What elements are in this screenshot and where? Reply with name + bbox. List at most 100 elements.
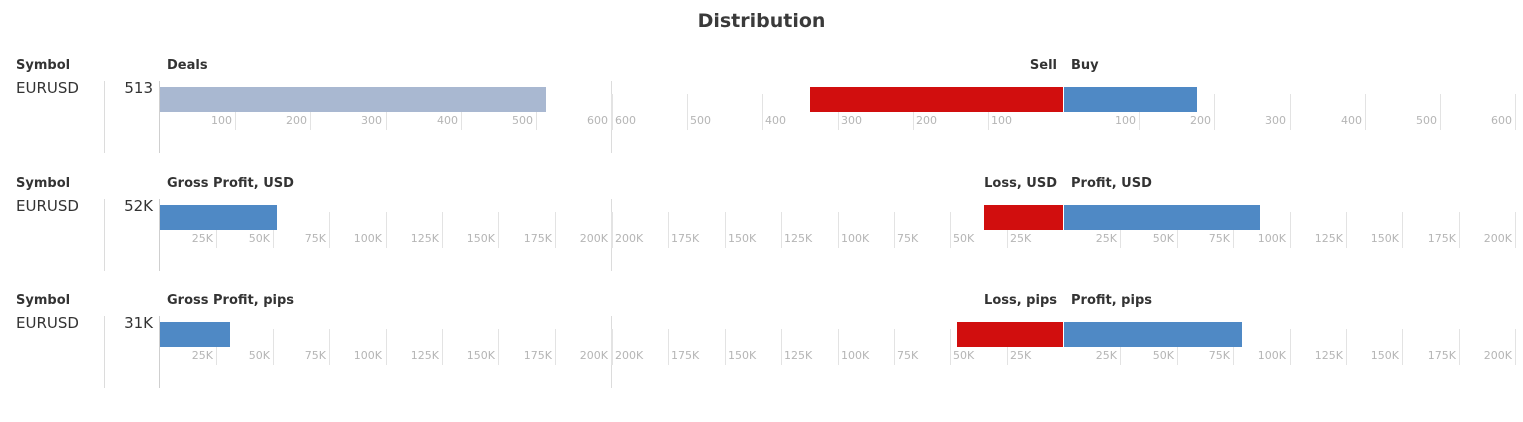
total-axis-tick-label: 600: [587, 114, 608, 127]
total-axis-tick-label: 200K: [579, 232, 608, 245]
left-axis-tick-label: 200K: [615, 232, 644, 245]
total-axis-tick-label: 200: [286, 114, 307, 127]
left-axis-tick: [838, 212, 839, 248]
left-axis-tick-label: 125K: [784, 349, 813, 362]
left-axis-tick: [687, 94, 688, 130]
left-header: Loss, pips: [984, 293, 1057, 308]
gross-profit-pips-section: Symbol Gross Profit, pips Loss, pips Pro…: [0, 289, 1523, 407]
right-axis-tick: [1515, 212, 1516, 248]
total-bar: [160, 87, 546, 112]
right-axis-tick: [1440, 94, 1441, 130]
right-axis-tick: [1233, 212, 1234, 248]
left-axis-tick: [950, 329, 951, 365]
total-axis-tick-label: 175K: [523, 349, 552, 362]
left-axis-tick-label: 150K: [728, 232, 757, 245]
right-axis-tick-label: 200K: [1483, 349, 1512, 362]
total-axis-tick: [216, 329, 217, 365]
total-axis-tick: [498, 329, 499, 365]
left-axis-tick: [894, 212, 895, 248]
left-axis-tick: [1007, 212, 1008, 248]
total-axis: 25K 50K 75K 100K 125K 150K 175K 200K: [160, 212, 612, 252]
total-axis-tick: [555, 212, 556, 248]
left-header: Loss, USD: [984, 176, 1057, 191]
right-axis-tick: [1402, 329, 1403, 365]
left-axis-tick: [1007, 329, 1008, 365]
left-axis-tick: [668, 212, 669, 248]
total-axis-tick-label: 300: [361, 114, 382, 127]
total-axis-tick-label: 25K: [191, 349, 213, 362]
right-header: Profit, USD: [1071, 176, 1152, 191]
left-axis-tick-label: 25K: [1010, 232, 1032, 245]
left-axis: 200K 175K 150K 125K 100K 75K 50K 25K: [612, 329, 1063, 369]
left-axis-tick: [612, 329, 613, 365]
total-axis-tick: [273, 329, 274, 365]
right-axis-tick: [1346, 212, 1347, 248]
right-axis-tick: [1290, 94, 1291, 130]
total-header: Gross Profit, pips: [167, 293, 295, 308]
right-header: Buy: [1071, 58, 1099, 73]
total-axis-tick-label: 175K: [523, 232, 552, 245]
right-bar: [1064, 322, 1242, 347]
total-axis-tick-label: 100K: [353, 349, 382, 362]
left-axis-tick: [988, 94, 989, 130]
left-axis-tick-label: 75K: [897, 232, 919, 245]
total-value: 52K: [124, 197, 153, 215]
right-axis-tick: [1346, 329, 1347, 365]
gross-profit-usd-section: Symbol Gross Profit, USD Loss, USD Profi…: [0, 172, 1523, 290]
left-bar: [957, 322, 1063, 347]
right-axis-tick-label: 125K: [1314, 232, 1343, 245]
right-axis-tick-label: 500: [1416, 114, 1437, 127]
right-axis-tick-label: 200K: [1483, 232, 1512, 245]
right-axis-tick: [1290, 212, 1291, 248]
right-axis-tick-label: 600: [1491, 114, 1512, 127]
total-axis-tick: [273, 212, 274, 248]
left-axis-tick-label: 175K: [671, 232, 700, 245]
total-axis-tick: [498, 212, 499, 248]
left-axis-tick-label: 200: [916, 114, 937, 127]
total-axis-tick: [386, 212, 387, 248]
left-axis-tick: [612, 94, 613, 130]
total-axis-tick-label: 150K: [466, 349, 495, 362]
total-axis-tick: [235, 94, 236, 130]
left-axis: 600 500 400 300 200 100: [612, 94, 1063, 134]
right-axis-tick-label: 150K: [1370, 349, 1399, 362]
symbol-header: Symbol: [16, 293, 71, 308]
total-bar: [160, 205, 277, 230]
total-axis-tick: [216, 212, 217, 248]
right-axis-tick-label: 100K: [1257, 349, 1286, 362]
right-axis-tick-label: 125K: [1314, 349, 1343, 362]
total-axis-tick: [329, 329, 330, 365]
total-axis-tick: [386, 94, 387, 130]
total-axis-tick-label: 125K: [410, 349, 439, 362]
right-axis-tick: [1120, 329, 1121, 365]
left-axis-tick: [838, 94, 839, 130]
right-axis-tick: [1515, 94, 1516, 130]
right-axis-tick: [1233, 329, 1234, 365]
total-axis-tick: [329, 212, 330, 248]
left-axis-tick-label: 25K: [1010, 349, 1032, 362]
left-axis-tick: [612, 212, 613, 248]
left-axis-tick: [668, 329, 669, 365]
total-axis-tick: [310, 94, 311, 130]
right-axis-tick: [1177, 212, 1178, 248]
right-axis-tick: [1177, 329, 1178, 365]
left-axis-tick-label: 500: [690, 114, 711, 127]
left-axis-tick-label: 125K: [784, 232, 813, 245]
left-axis-tick: [838, 329, 839, 365]
right-axis-tick-label: 75K: [1208, 232, 1230, 245]
total-axis-tick-label: 25K: [191, 232, 213, 245]
symbol-header: Symbol: [16, 176, 71, 191]
total-axis-tick: [555, 329, 556, 365]
right-axis-tick-label: 175K: [1427, 349, 1456, 362]
right-axis-tick: [1459, 329, 1460, 365]
left-axis-tick-label: 50K: [953, 232, 975, 245]
left-axis-tick-label: 75K: [897, 349, 919, 362]
right-axis-tick: [1214, 94, 1215, 130]
right-axis-tick: [1459, 212, 1460, 248]
right-axis: 25K 50K 75K 100K 125K 150K 175K 200K: [1064, 212, 1516, 252]
left-axis-tick-label: 100: [991, 114, 1012, 127]
left-axis-tick-label: 600: [615, 114, 636, 127]
total-axis-tick-label: 100K: [353, 232, 382, 245]
left-bar: [810, 87, 1063, 112]
total-axis-tick: [442, 329, 443, 365]
